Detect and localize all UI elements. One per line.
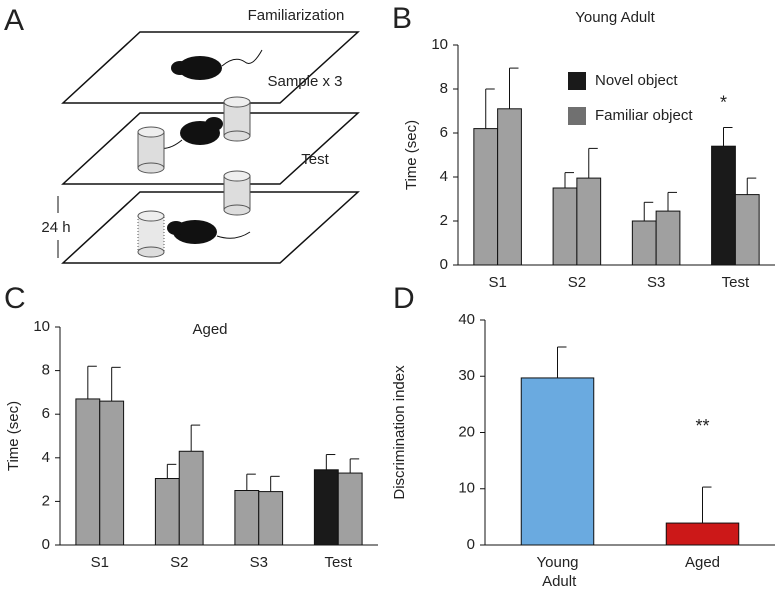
bar bbox=[234, 490, 260, 546]
legend-swatch bbox=[568, 72, 586, 90]
legend-label: Novel object bbox=[595, 72, 678, 89]
bar bbox=[520, 377, 595, 546]
object-cylinder bbox=[137, 96, 251, 258]
y-tick-label: 0 bbox=[42, 536, 50, 553]
y-tick-label: 0 bbox=[440, 256, 448, 273]
chart-title: Young Adult bbox=[575, 9, 655, 26]
y-tick-label: 6 bbox=[440, 124, 448, 141]
bar bbox=[99, 400, 125, 546]
y-tick-label: 10 bbox=[431, 36, 448, 53]
bar bbox=[665, 522, 740, 546]
x-tick-label-line: Adult bbox=[539, 573, 577, 590]
bar bbox=[655, 210, 681, 266]
bar bbox=[711, 145, 736, 266]
bar bbox=[75, 398, 101, 546]
x-tick-label: S3 bbox=[647, 274, 665, 291]
x-tick-label-line: Young bbox=[537, 554, 579, 571]
y-tick-label: 20 bbox=[458, 423, 475, 440]
stage-label: Familiarization bbox=[248, 7, 345, 24]
y-tick-label: 4 bbox=[440, 168, 448, 185]
bar bbox=[497, 108, 522, 266]
y-tick-label: 8 bbox=[42, 362, 50, 379]
panel-letter: C bbox=[4, 282, 26, 315]
mouse bbox=[171, 49, 263, 80]
y-tick-label: 6 bbox=[42, 405, 50, 422]
bar bbox=[337, 472, 363, 546]
panel-a-diagram: A Familiarization Sample x 3 Test 24 h bbox=[4, 4, 360, 264]
bar bbox=[734, 194, 760, 266]
y-axis-label: Time (sec) bbox=[403, 120, 420, 190]
legend-swatch bbox=[568, 107, 586, 125]
x-tick-label: S2 bbox=[170, 554, 188, 571]
x-tick-label: S2 bbox=[568, 274, 586, 291]
chart-title: Aged bbox=[192, 321, 227, 338]
bar bbox=[178, 450, 204, 546]
x-tick-label: S3 bbox=[250, 554, 268, 571]
x-tick-label: Test bbox=[324, 554, 352, 571]
x-tick-label: S1 bbox=[91, 554, 109, 571]
stage-label: Test bbox=[301, 151, 329, 168]
y-tick-label: 2 bbox=[42, 492, 50, 509]
stage-label: Sample x 3 bbox=[267, 73, 342, 90]
bar bbox=[576, 177, 602, 266]
delay-label: 24 h bbox=[41, 219, 70, 236]
y-tick-label: 30 bbox=[458, 367, 475, 384]
y-axis-label: Time (sec) bbox=[5, 401, 22, 471]
y-tick-label: 10 bbox=[33, 318, 50, 335]
y-tick-label: 4 bbox=[42, 449, 50, 466]
x-tick-label: Young Adult bbox=[537, 554, 579, 590]
significance-marker: ** bbox=[695, 416, 709, 436]
arena bbox=[61, 112, 360, 185]
x-tick-label: Aged bbox=[685, 554, 720, 571]
y-tick-label: 10 bbox=[458, 480, 475, 497]
x-tick-label: Test bbox=[722, 274, 750, 291]
bar bbox=[313, 469, 339, 546]
y-tick-label: 0 bbox=[467, 536, 475, 553]
bar bbox=[631, 220, 657, 266]
y-axis-label: Discrimination index bbox=[391, 365, 408, 500]
panel-letter: A bbox=[4, 4, 24, 37]
bar bbox=[258, 491, 284, 546]
bar bbox=[552, 187, 578, 266]
x-tick-label: S1 bbox=[488, 274, 506, 291]
y-tick-label: 40 bbox=[458, 311, 475, 328]
panel-letter: B bbox=[392, 2, 412, 35]
bar bbox=[473, 128, 499, 266]
bar bbox=[154, 478, 180, 546]
legend-label: Familiar object bbox=[595, 107, 693, 124]
y-tick-label: 8 bbox=[440, 80, 448, 97]
panel-letter: D bbox=[393, 282, 415, 315]
y-tick-label: 2 bbox=[440, 212, 448, 229]
significance-marker: * bbox=[720, 92, 727, 112]
mouse bbox=[167, 220, 251, 244]
